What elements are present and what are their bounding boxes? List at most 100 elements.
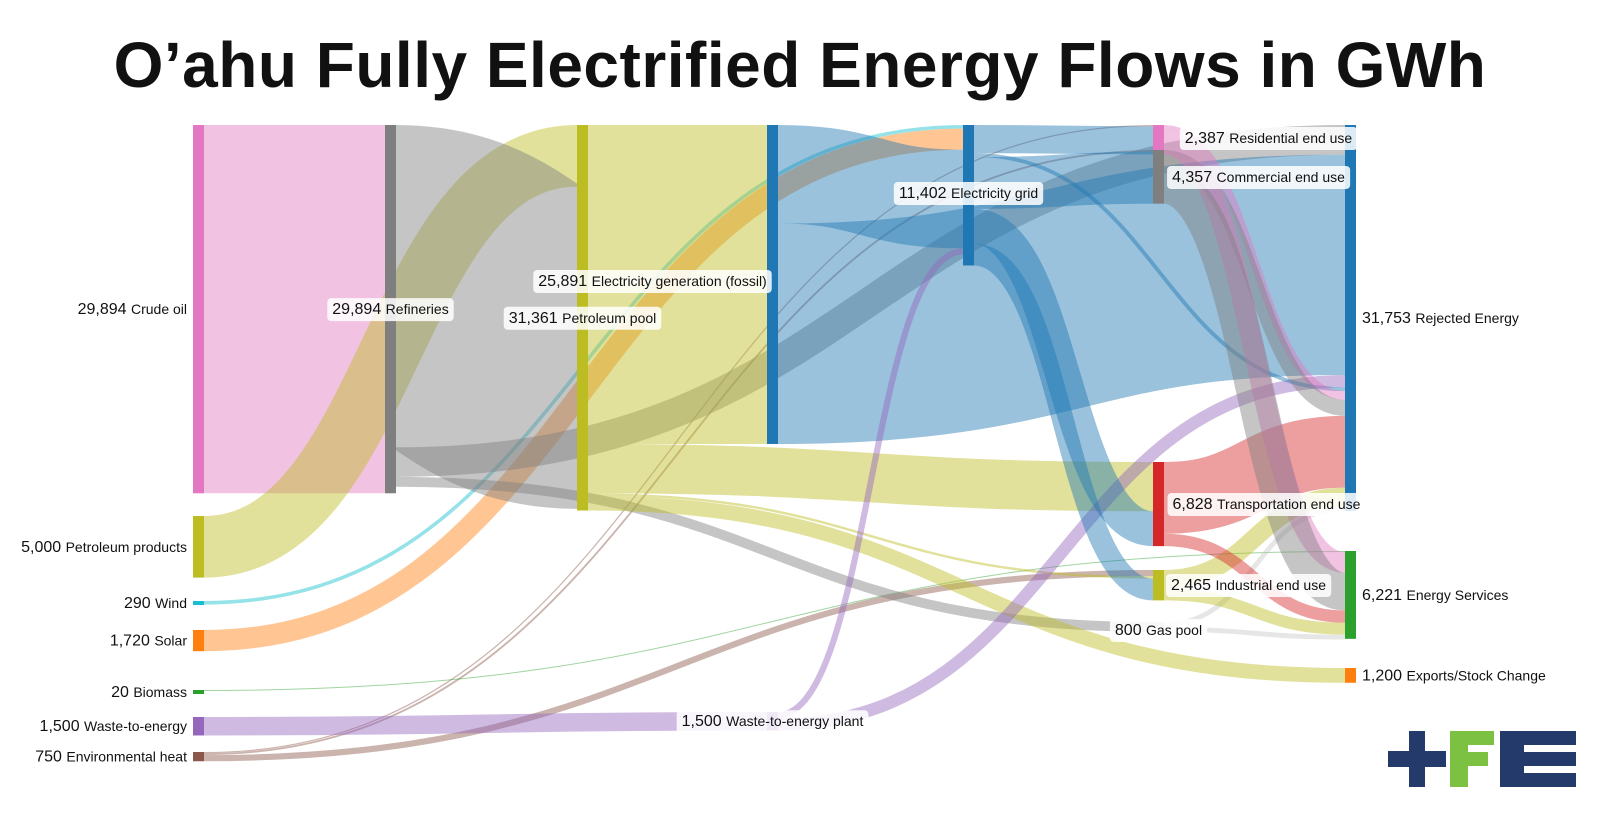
- node-rejected: [1345, 125, 1356, 512]
- label-solar-value: 1,720: [110, 633, 154, 650]
- flow-refineries-to-gas: [395, 476, 1154, 632]
- svg-text:5,000 Petroleum products: 5,000 Petroleum products: [21, 539, 187, 556]
- svg-text:1,200 Exports/Stock Change: 1,200 Exports/Stock Change: [1362, 667, 1546, 684]
- label-services: 6,221 Energy Services: [1362, 587, 1508, 604]
- label-transport-name: Transportation end use: [1217, 496, 1361, 512]
- flow-heat-to-industrial: [203, 570, 1154, 762]
- label-exports: 1,200 Exports/Stock Change: [1362, 667, 1546, 684]
- label-grid: 11,402 Electricity grid: [893, 182, 1044, 205]
- label-gas-bg: [1109, 619, 1208, 642]
- label-services-value: 6,221: [1362, 587, 1406, 604]
- label-refineries-name: Refineries: [386, 301, 449, 317]
- label-pool-value: 31,361: [509, 310, 562, 327]
- node-exports: [1345, 668, 1356, 683]
- node-petroprod: [193, 516, 204, 578]
- label-residential: 2,387 Residential end use: [1179, 127, 1358, 150]
- label-crude-value: 29,894: [78, 301, 131, 318]
- node-wind: [193, 601, 204, 605]
- flow-commercial-to-services: [1160, 166, 1349, 611]
- label-wteplant: 1,500 Waste-to-energy plant: [676, 710, 869, 734]
- label-heat: 750 Environmental heat: [35, 749, 187, 766]
- svg-text:1,500 Waste-to-energy: 1,500 Waste-to-energy: [40, 718, 187, 735]
- label-services-name: Energy Services: [1406, 587, 1508, 603]
- label-rejected-value: 31,753: [1362, 310, 1415, 327]
- svg-text:290 Wind: 290 Wind: [124, 595, 187, 612]
- node-heat: [193, 752, 204, 762]
- svg-text:2,465 Industrial end use: 2,465 Industrial end use: [1171, 577, 1326, 594]
- svg-text:750 Environmental heat: 750 Environmental heat: [35, 749, 187, 766]
- label-refineries-value: 29,894: [332, 301, 385, 318]
- node-services: [1345, 551, 1356, 639]
- label-commercial-name: Commercial end use: [1217, 169, 1346, 185]
- label-biomass-name: Biomass: [133, 684, 187, 700]
- node-residential: [1153, 125, 1164, 155]
- label-commercial: 4,357 Commercial end use: [1167, 166, 1351, 189]
- svg-text:4,357 Commercial end use: 4,357 Commercial end use: [1172, 169, 1345, 186]
- node-biomass: [193, 690, 204, 694]
- label-industrial: 2,465 Industrial end use: [1165, 574, 1332, 597]
- label-heat-name: Environmental heat: [66, 749, 187, 765]
- label-gas-value: 800: [1115, 622, 1146, 639]
- svg-text:31,361 Petroleum pool: 31,361 Petroleum pool: [509, 310, 657, 327]
- node-commercial: [1153, 150, 1164, 204]
- node-industrial: [1153, 570, 1164, 601]
- label-fossil-bg: [533, 270, 772, 293]
- svg-text:800 Gas pool: 800 Gas pool: [1115, 622, 1202, 639]
- flow-grid-to-industrial: [972, 243, 1155, 601]
- label-gas: 800 Gas pool: [1109, 619, 1208, 642]
- label-fossil: 25,891 Electricity generation (fossil): [533, 270, 772, 293]
- label-grid-name: Electricity grid: [951, 185, 1038, 201]
- label-heat-value: 750: [35, 749, 66, 766]
- flow-wteplant-to-grid: [777, 248, 964, 719]
- label-pool-name: Petroleum pool: [562, 310, 656, 326]
- label-rejected-name: Rejected Energy: [1415, 310, 1519, 326]
- label-industrial-name: Industrial end use: [1215, 577, 1326, 593]
- label-wte-name: Waste-to-energy: [84, 718, 187, 734]
- svg-text:1,500 Waste-to-energy plant: 1,500 Waste-to-energy plant: [682, 713, 864, 730]
- svg-text:1,720 Solar: 1,720 Solar: [110, 633, 188, 650]
- label-commercial-bg: [1167, 166, 1351, 189]
- label-wte: 1,500 Waste-to-energy: [40, 718, 187, 735]
- svg-text:6,828 Transportation end use: 6,828 Transportation end use: [1173, 496, 1361, 513]
- label-transport-bg: [1167, 493, 1366, 516]
- label-wteplant-bg: [676, 710, 869, 734]
- svg-text:20 Biomass: 20 Biomass: [111, 684, 187, 701]
- node-solar: [193, 630, 204, 652]
- label-commercial-value: 4,357: [1172, 169, 1216, 186]
- label-grid-bg: [893, 182, 1044, 205]
- flow-pool-to-exports: [587, 495, 1346, 683]
- node-labels: 29,894 Crude oil 5,000 Petroleum products…: [21, 127, 1546, 766]
- label-transport-value: 6,828: [1173, 496, 1217, 513]
- svg-text:11,402 Electricity grid: 11,402 Electricity grid: [899, 185, 1038, 202]
- flow-grid-to-transport: [971, 208, 1156, 547]
- label-petroprod-name: Petroleum products: [66, 539, 187, 555]
- label-residential-value: 2,387: [1185, 130, 1229, 147]
- label-pool: 31,361 Petroleum pool: [503, 306, 662, 330]
- label-biomass-value: 20: [111, 684, 133, 701]
- flow-wte-to-wteplant: [203, 712, 768, 736]
- label-crude-name: Crude oil: [131, 301, 187, 317]
- flow-pool-to-transport: [587, 443, 1154, 512]
- label-crude: 29,894 Crude oil: [78, 301, 187, 318]
- label-biomass: 20 Biomass: [111, 684, 187, 701]
- svg-text:2,387 Residential end use: 2,387 Residential end use: [1185, 130, 1353, 147]
- node-fossil: [767, 125, 778, 444]
- flow-biomass-to-services: [203, 551, 1346, 691]
- label-wind-name: Wind: [155, 595, 187, 611]
- label-pool-bg: [503, 306, 662, 330]
- svg-text:29,894 Refineries: 29,894 Refineries: [332, 301, 448, 318]
- hfi-logo: [1388, 731, 1576, 787]
- flow-grid-to-rejected: [973, 153, 1346, 392]
- node-crude: [193, 125, 204, 494]
- label-petroprod-value: 5,000: [21, 539, 65, 556]
- svg-text:6,221 Energy Services: 6,221 Energy Services: [1362, 587, 1508, 604]
- flow-refineries-to-pool: [381, 125, 592, 509]
- label-wind-value: 290: [124, 595, 155, 612]
- label-fossil-value: 25,891: [538, 273, 591, 290]
- node-wte: [193, 717, 204, 736]
- label-solar: 1,720 Solar: [110, 633, 188, 650]
- flow-grid-to-residential: [973, 125, 1154, 155]
- svg-text:25,891 Electricity generation: 25,891 Electricity generation (fossil): [538, 273, 766, 290]
